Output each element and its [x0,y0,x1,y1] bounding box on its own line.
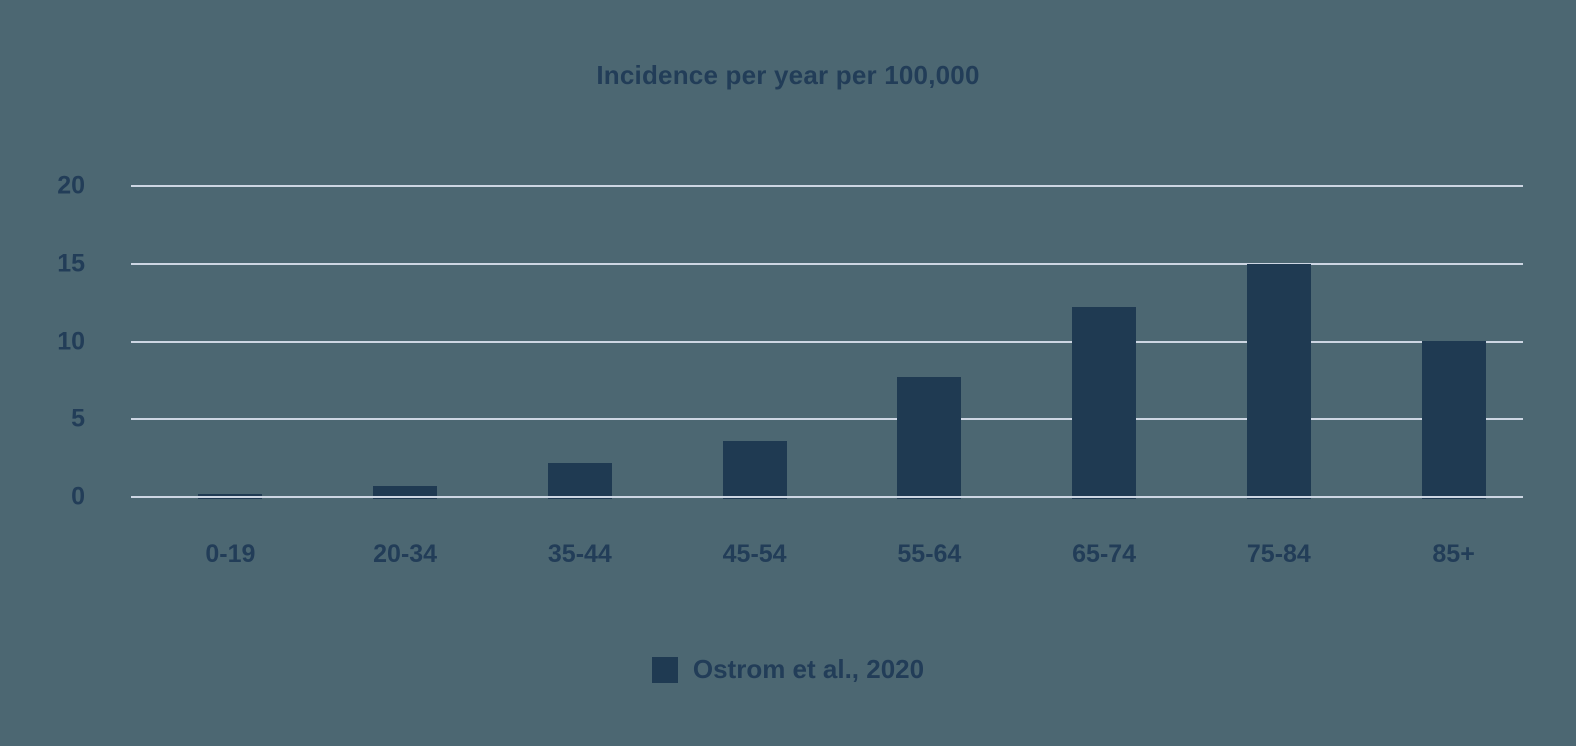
gridline [131,496,1523,498]
y-tick-label: 10 [57,327,85,355]
x-tick-label: 0-19 [205,540,256,568]
bar-slot [143,186,318,499]
gridline [131,340,1523,343]
legend-swatch-icon [651,656,678,683]
x-tick-label: 65-74 [1072,540,1137,568]
gridline [131,418,1523,421]
bar-20-34 [373,486,438,499]
bar-slot [667,186,842,499]
gridline [131,262,1523,265]
bars [143,186,1541,499]
x-tick-label: 85+ [1432,540,1475,568]
y-tick-label: 0 [71,482,85,511]
x-tick-label: 75-84 [1246,540,1311,568]
legend: Ostrom et al., 2020 [0,654,1576,685]
chart-title: Incidence per year per 100,000 [596,60,980,90]
bar-45-54 [722,441,787,499]
bar-65-74 [1072,306,1137,499]
bar-85+ [1421,340,1486,499]
bar-55-64 [897,376,962,499]
x-axis-labels: 0-19 20-34 35-44 45-54 55-64 65-74 75-84 85+ [143,540,1541,569]
x-tick-label: 45-54 [722,540,787,568]
bar-slot [1366,186,1541,499]
bar-75-84 [1246,264,1311,499]
y-tick-label: 15 [57,249,85,278]
bar-slot [318,186,493,499]
y-tick-label: 20 [57,171,85,200]
x-tick-label: 35-44 [547,540,612,568]
bar-slot [1192,186,1367,499]
bar-35-44 [547,463,612,499]
legend-label: Ostrom et al., 2020 [692,654,925,684]
bar-slot [1017,186,1192,499]
x-tick-label: 20-34 [373,540,438,568]
bar-slot [493,186,668,499]
gridline [131,185,1523,187]
x-tick-label: 55-64 [897,540,962,568]
y-tick-label: 5 [71,404,85,433]
bar-slot [842,186,1017,499]
plot-area [131,185,1523,499]
y-axis-labels: 0 5 10 15 20 [0,172,85,511]
